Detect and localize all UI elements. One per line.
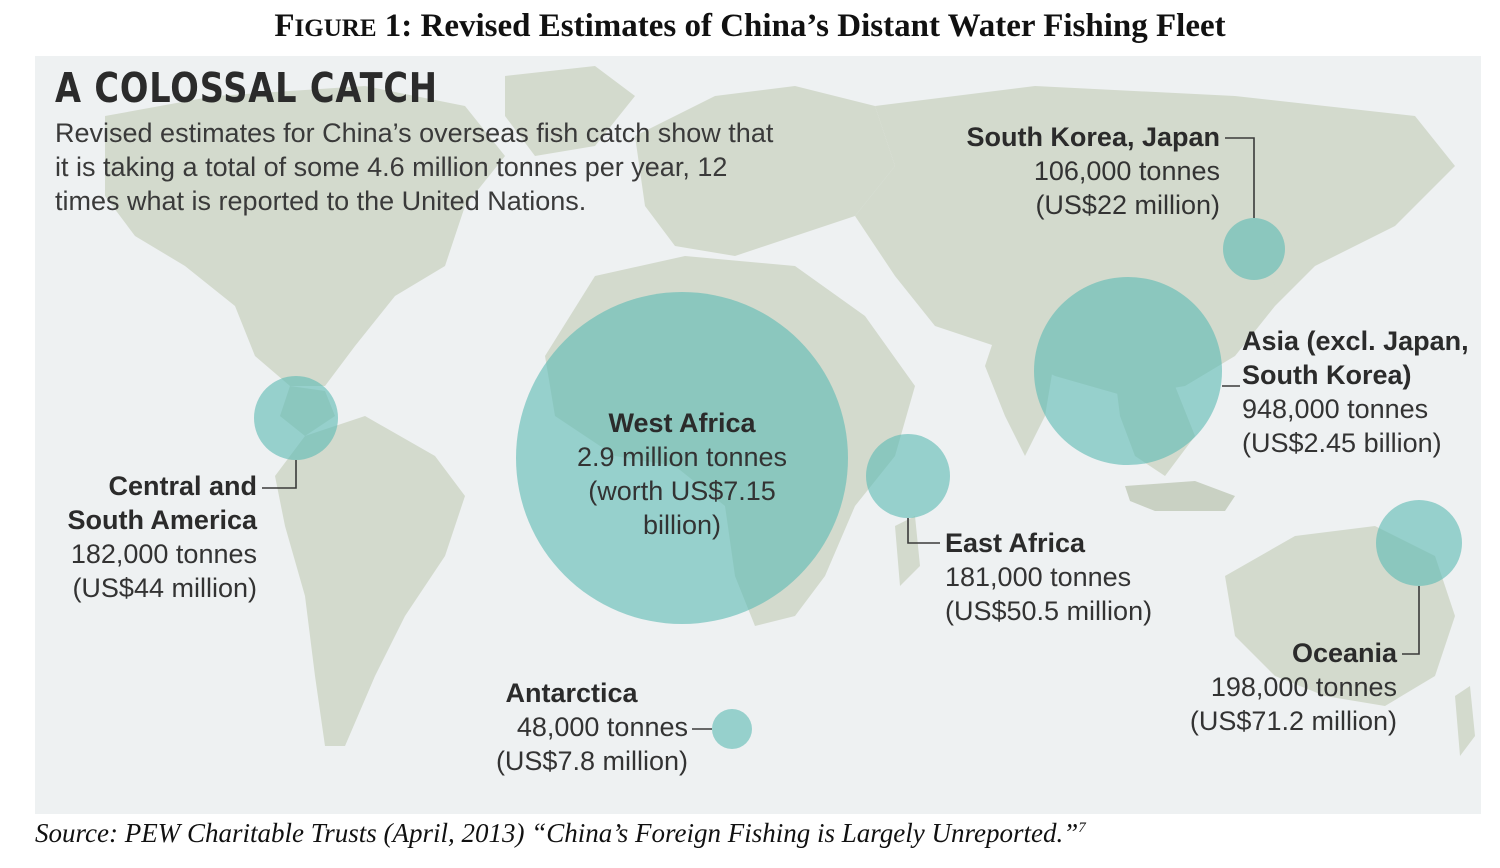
region-value-cont: billion): [642, 510, 722, 540]
world-map: [105, 66, 1475, 756]
label-central-south-america: Central and South America 182,000 tonnes…: [35, 469, 257, 605]
region-name: East Africa: [945, 528, 1086, 558]
footnote-marker: 7: [1078, 820, 1086, 836]
bubble-oceania: [1376, 500, 1462, 586]
bubble-south-korea-japan: [1223, 218, 1285, 280]
greenland-landmass: [505, 66, 635, 156]
leader-oceania: [1402, 586, 1420, 655]
region-name: Central and: [108, 471, 257, 501]
graphic-headline: A COLOSSAL CATCH: [55, 64, 438, 112]
bubble-asia: [1034, 277, 1222, 465]
label-east-africa: East Africa 181,000 tonnes (US$50.5 mill…: [945, 526, 1152, 628]
new-zealand-landmass: [1455, 686, 1475, 756]
region-tonnes: 181,000 tonnes: [945, 562, 1132, 592]
region-value: (US$44 million): [72, 573, 257, 603]
region-tonnes: 2.9 million tonnes: [576, 442, 788, 472]
asia-landmass: [855, 86, 1455, 396]
region-name-cont: South America: [67, 505, 257, 535]
region-name: West Africa: [608, 408, 756, 438]
figure-title-smallcaps: IGURE: [294, 15, 377, 42]
figure-title-rest: 1: Revised Estimates of China’s Distant …: [376, 8, 1226, 44]
map-panel: A COLOSSAL CATCH Revised estimates for C…: [35, 56, 1481, 814]
region-value: (US$22 million): [1035, 190, 1220, 220]
bubble-east-africa: [866, 434, 950, 518]
graphic-intro: Revised estimates for China’s overseas f…: [55, 118, 774, 216]
region-name: South Korea, Japan: [966, 122, 1220, 152]
indonesia-islands: [1125, 481, 1235, 511]
region-name: Oceania: [1291, 638, 1397, 668]
figure-title: FIGURE 1: Revised Estimates of China’s D…: [0, 8, 1500, 45]
region-tonnes: 198,000 tonnes: [1210, 672, 1397, 702]
madagascar-landmass: [895, 516, 920, 586]
region-name: Asia (excl. Japan,: [1242, 326, 1469, 356]
label-south-korea-japan: South Korea, Japan 106,000 tonnes (US$22…: [915, 120, 1220, 222]
bubble-antarctica: [712, 709, 752, 749]
bubble-central-south-america: [254, 376, 338, 460]
figure-title-lead: F: [274, 8, 295, 44]
region-value: (US$7.8 million): [495, 746, 688, 776]
region-value: (worth US$7.15: [588, 476, 776, 506]
region-name-cont: South Korea): [1242, 360, 1412, 390]
bubble-west-africa: [516, 292, 848, 624]
label-oceania: Oceania 198,000 tonnes (US$71.2 million): [1135, 636, 1397, 738]
leader-south-korea-japan: [1225, 137, 1255, 218]
south-america-landmass: [275, 416, 465, 746]
label-west-africa: West Africa 2.9 million tonnes (worth US…: [532, 406, 832, 542]
source-citation: Source: PEW Charitable Trusts (April, 20…: [35, 818, 1086, 849]
region-tonnes: 182,000 tonnes: [70, 539, 257, 569]
region-tonnes: 948,000 tonnes: [1242, 394, 1429, 424]
label-antarctica: Antarctica 48,000 tonnes (US$7.8 million…: [455, 676, 688, 778]
region-tonnes: 106,000 tonnes: [1033, 156, 1220, 186]
region-value: (US$71.2 million): [1189, 706, 1397, 736]
region-value: (US$2.45 billion): [1242, 428, 1442, 458]
label-asia: Asia (excl. Japan, South Korea) 948,000 …: [1242, 324, 1469, 460]
europe-landmass: [635, 86, 895, 256]
region-value: (US$50.5 million): [945, 596, 1153, 626]
leader-central-south-america: [262, 460, 297, 489]
source-text: Source: PEW Charitable Trusts (April, 20…: [35, 818, 1079, 848]
leader-east-africa: [907, 518, 940, 544]
region-name: Antarctica: [505, 678, 638, 708]
north-america-landmass: [105, 86, 505, 386]
region-tonnes: 48,000 tonnes: [516, 712, 688, 742]
